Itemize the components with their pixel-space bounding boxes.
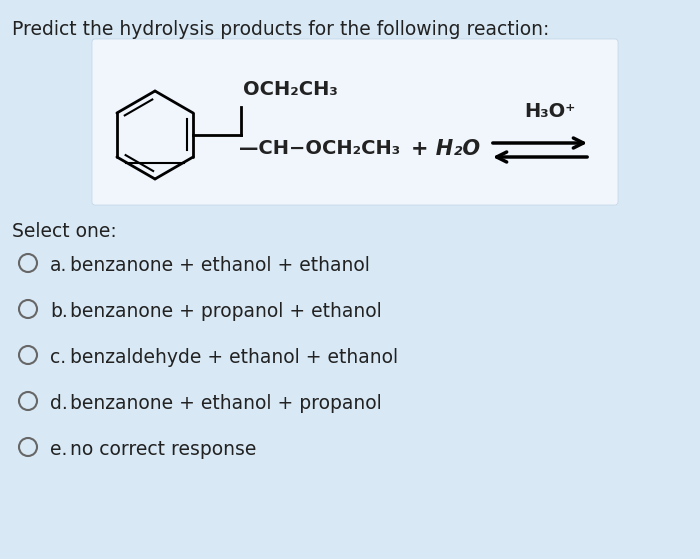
Text: Predict the hydrolysis products for the following reaction:: Predict the hydrolysis products for the …: [12, 20, 550, 39]
Text: c.: c.: [50, 348, 66, 367]
Text: no correct response: no correct response: [70, 440, 256, 459]
Text: benzanone + ethanol + ethanol: benzanone + ethanol + ethanol: [70, 256, 370, 275]
Text: OCH₂CH₃: OCH₂CH₃: [243, 80, 338, 99]
Text: —CH−OCH₂CH₃: —CH−OCH₂CH₃: [239, 139, 400, 158]
Text: benzaldehyde + ethanol + ethanol: benzaldehyde + ethanol + ethanol: [70, 348, 398, 367]
Text: d.: d.: [50, 394, 68, 413]
Text: benzanone + propanol + ethanol: benzanone + propanol + ethanol: [70, 302, 382, 321]
Text: + H₂O: + H₂O: [411, 139, 480, 159]
FancyBboxPatch shape: [92, 39, 618, 205]
Text: e.: e.: [50, 440, 67, 459]
Text: a.: a.: [50, 256, 67, 275]
Text: Select one:: Select one:: [12, 222, 117, 241]
Text: H₃O⁺: H₃O⁺: [524, 102, 575, 121]
Text: benzanone + ethanol + propanol: benzanone + ethanol + propanol: [70, 394, 382, 413]
Text: b.: b.: [50, 302, 68, 321]
